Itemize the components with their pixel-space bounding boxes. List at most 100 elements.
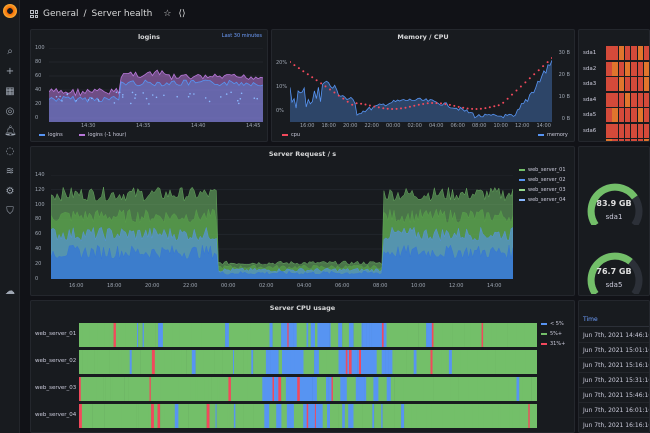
heat-cell[interactable] xyxy=(612,123,618,138)
heat-cell[interactable] xyxy=(606,46,612,60)
heat-cell[interactable] xyxy=(612,108,618,122)
settings-icon[interactable]: ⚙ xyxy=(5,186,15,197)
gauge-sda1[interactable]: 83.9 GB sda1 xyxy=(579,147,649,225)
table-header-time[interactable]: Time xyxy=(579,313,649,327)
heat-cell[interactable] xyxy=(631,139,637,141)
server-requests-graph[interactable] xyxy=(51,175,513,279)
heat-cell[interactable] xyxy=(624,92,631,107)
cpu-state-timeline-row[interactable] xyxy=(79,377,537,401)
heat-cell[interactable] xyxy=(606,61,612,76)
dashboards-icon[interactable]: ▦ xyxy=(5,86,15,97)
legend-logins-1h[interactable]: logins (-1 hour) xyxy=(79,132,126,138)
heat-cell[interactable] xyxy=(637,77,643,91)
heat-cell[interactable] xyxy=(637,92,643,107)
legend-memory[interactable]: memory xyxy=(538,132,568,138)
heat-cell[interactable] xyxy=(624,123,631,138)
legend-web-server-1[interactable]: web_server_01 xyxy=(519,167,566,173)
table-row[interactable]: Jun 7th, 2021 16:16:16 xyxy=(579,418,649,432)
heat-cell[interactable] xyxy=(643,123,649,138)
heat-cell[interactable] xyxy=(637,61,643,76)
heat-cell[interactable] xyxy=(643,77,649,91)
table-row[interactable]: Jun 7th, 2021 15:46:16 xyxy=(579,388,649,403)
table-row[interactable]: Jun 7th, 2021 15:01:16 xyxy=(579,343,649,358)
heat-cell[interactable] xyxy=(643,108,649,122)
table-row[interactable]: Jun 7th, 2021 14:46:16 xyxy=(579,328,649,343)
explore-icon[interactable]: ◎ xyxy=(5,106,15,117)
heat-cell[interactable] xyxy=(643,139,649,141)
x-tick-label: 12:00 xyxy=(449,283,464,289)
x-tick-label: 22:00 xyxy=(364,123,379,129)
heat-cell[interactable] xyxy=(618,123,625,138)
heat-cell[interactable] xyxy=(618,108,625,122)
heat-cell[interactable] xyxy=(637,46,643,60)
heat-cell[interactable] xyxy=(643,92,649,107)
cpu-state-timeline-row[interactable] xyxy=(79,323,537,347)
heat-cell[interactable] xyxy=(624,61,631,76)
legend-web-server-2[interactable]: web_server_02 xyxy=(519,177,566,183)
cpu-legend-item-0[interactable]: < 5% xyxy=(541,321,564,327)
heat-cell[interactable] xyxy=(618,92,625,107)
star-icon[interactable]: ☆ xyxy=(163,9,172,19)
heat-cell[interactable] xyxy=(631,61,637,76)
gauge-sda5[interactable]: 76.7 GB sda5 xyxy=(579,222,649,295)
plugins-icon[interactable]: ◌ xyxy=(5,146,15,157)
panel-title[interactable]: Memory / CPU xyxy=(397,33,449,41)
heat-cell[interactable] xyxy=(637,123,643,138)
logins-graph[interactable] xyxy=(49,48,263,122)
heat-cell[interactable] xyxy=(618,46,625,60)
table-row[interactable]: Jun 7th, 2021 15:31:16 xyxy=(579,373,649,388)
heat-cell[interactable] xyxy=(618,61,625,76)
grafana-logo-icon[interactable] xyxy=(3,4,17,18)
legend-logins[interactable]: logins xyxy=(39,132,63,138)
heat-cell[interactable] xyxy=(612,92,618,107)
table-row[interactable]: Jun 7th, 2021 15:16:16 xyxy=(579,358,649,373)
heat-cell[interactable] xyxy=(643,46,649,60)
search-icon[interactable]: ⌕ xyxy=(7,46,13,57)
heat-cell[interactable] xyxy=(612,46,618,60)
heat-cell[interactable] xyxy=(631,77,637,91)
cpu-state-timeline-row[interactable] xyxy=(79,404,537,428)
heat-cell[interactable] xyxy=(606,139,612,141)
heat-cell[interactable] xyxy=(606,123,612,138)
heat-cell[interactable] xyxy=(612,61,618,76)
heat-cell[interactable] xyxy=(618,77,625,91)
memory-cpu-graph[interactable] xyxy=(290,54,552,122)
x-tick-label: 14:40 xyxy=(191,123,206,129)
heat-cell[interactable] xyxy=(606,92,612,107)
heat-cell[interactable] xyxy=(631,46,637,60)
heat-cell[interactable] xyxy=(624,108,631,122)
dashboard-title[interactable]: Server health xyxy=(91,9,153,19)
heat-cell[interactable] xyxy=(606,108,612,122)
legend-web-server-4[interactable]: web_server_04 xyxy=(519,197,566,203)
panel-title[interactable]: logins xyxy=(137,33,161,41)
heat-cell[interactable] xyxy=(631,92,637,107)
shield-icon[interactable]: ⛉ xyxy=(6,206,14,217)
y-tick-label: 80 xyxy=(35,59,42,65)
table-row[interactable]: Jun 7th, 2021 16:01:16 xyxy=(579,403,649,418)
heat-cell[interactable] xyxy=(624,46,631,60)
heat-cell[interactable] xyxy=(637,108,643,122)
server-admin-icon[interactable]: ≋ xyxy=(5,166,15,177)
legend-web-server-3[interactable]: web_server_03 xyxy=(519,187,566,193)
breadcrumb-folder[interactable]: General xyxy=(43,9,79,19)
heat-cell[interactable] xyxy=(606,77,612,91)
heat-cell[interactable] xyxy=(624,139,631,141)
panel-title[interactable]: Server CPU usage xyxy=(269,304,336,312)
heat-cell[interactable] xyxy=(612,139,618,141)
heat-cell[interactable] xyxy=(631,123,637,138)
cpu-state-timeline-row[interactable] xyxy=(79,350,537,374)
heat-cell[interactable] xyxy=(643,61,649,76)
alerting-icon[interactable]: 🔔︎ xyxy=(4,126,17,137)
panel-title[interactable]: Server Request / s xyxy=(268,150,337,158)
heat-cell[interactable] xyxy=(637,139,643,141)
heat-cell[interactable] xyxy=(624,77,631,91)
plus-icon[interactable]: + xyxy=(5,66,15,77)
heat-cell[interactable] xyxy=(612,77,618,91)
breadcrumb-separator: / xyxy=(83,9,87,19)
heat-cell[interactable] xyxy=(618,139,625,141)
heat-cell[interactable] xyxy=(631,108,637,122)
share-icon[interactable]: ⟨⟩ xyxy=(178,9,186,19)
cpu-legend-item-1[interactable]: 5%+ xyxy=(541,331,562,337)
legend-cpu[interactable]: cpu xyxy=(282,132,300,138)
cpu-legend-item-2[interactable]: 31%+ xyxy=(541,341,565,347)
